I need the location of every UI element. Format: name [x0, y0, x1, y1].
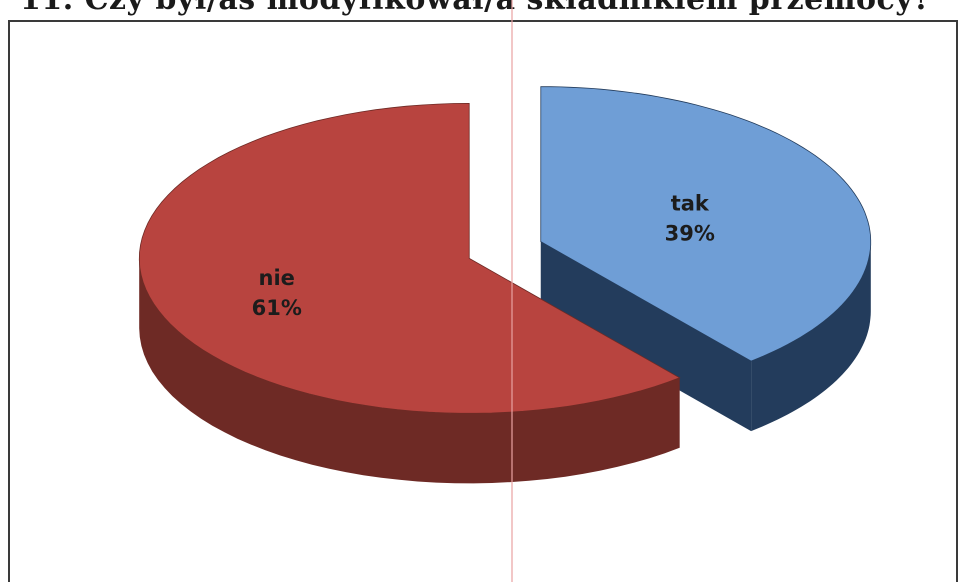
survey-question-title: 11. Czy był/aś modyfikował/a składnikiem… [20, 0, 931, 17]
pie-slice-tak [540, 86, 872, 432]
slices-layer [138, 86, 872, 484]
labels-layer: tak 39% nie 61% [252, 191, 715, 319]
slice-outer-wall [751, 241, 871, 432]
slice-top-face [540, 86, 872, 362]
pie-slice-nie [138, 102, 681, 484]
slice-top-face [138, 102, 681, 414]
slice-outer-wall [139, 258, 680, 484]
slice-cut-face [540, 241, 752, 432]
slice-category-label: nie [259, 266, 295, 290]
slice-percent-label: 39% [665, 221, 715, 245]
slice-category-label: tak [671, 191, 710, 215]
slice-percent-label: 61% [252, 296, 302, 320]
